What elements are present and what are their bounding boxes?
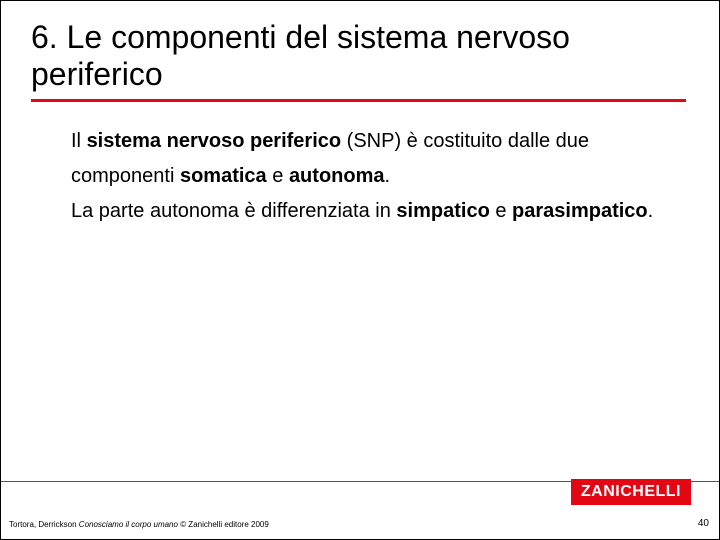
text: Il xyxy=(71,130,87,152)
title-underline xyxy=(31,99,686,102)
slide-title: 6. Le componenti del sistema nervoso per… xyxy=(31,19,689,93)
bold-text: sistema nervoso periferico xyxy=(87,130,342,152)
page-number: 40 xyxy=(698,518,709,529)
text: e xyxy=(267,165,289,187)
text: La parte autonoma è differenziata in xyxy=(71,200,396,222)
bold-text: autonoma xyxy=(289,165,385,187)
publisher-logo: ZANICHELLI xyxy=(571,479,691,505)
citation-authors: Tortora, Derrickson xyxy=(9,520,79,529)
paragraph-1: Il sistema nervoso periferico (SNP) è co… xyxy=(71,124,669,194)
bold-text: somatica xyxy=(180,165,267,187)
citation-title: Conosciamo il corpo umano xyxy=(79,520,178,529)
text: . xyxy=(648,200,654,222)
slide: 6. Le componenti del sistema nervoso per… xyxy=(1,1,719,539)
citation-rest: © Zanichelli editore 2009 xyxy=(178,520,269,529)
body-text: Il sistema nervoso periferico (SNP) è co… xyxy=(31,124,689,229)
footer: ZANICHELLI Tortora, Derrickson Conosciam… xyxy=(1,481,719,539)
paragraph-2: La parte autonoma è differenziata in sim… xyxy=(71,194,669,229)
text: . xyxy=(385,165,391,187)
bold-text: simpatico xyxy=(396,200,489,222)
text: e xyxy=(490,200,512,222)
bold-text: parasimpatico xyxy=(512,200,648,222)
citation: Tortora, Derrickson Conosciamo il corpo … xyxy=(9,520,269,529)
